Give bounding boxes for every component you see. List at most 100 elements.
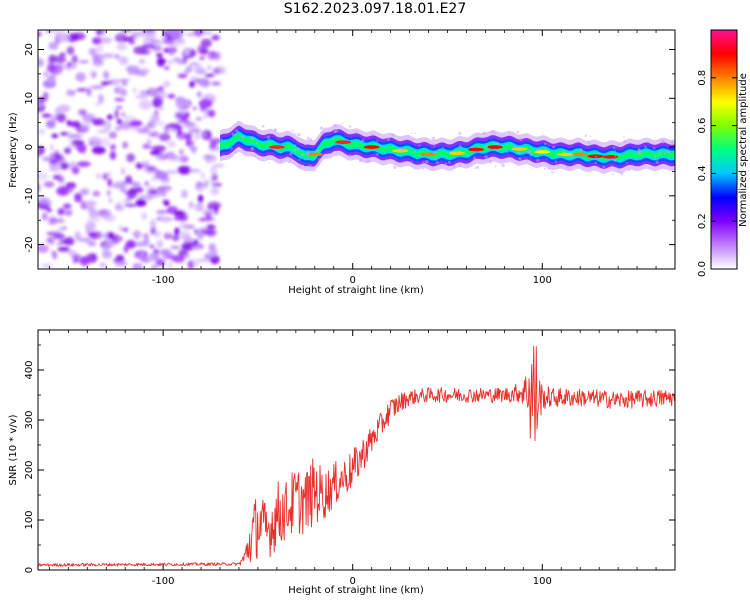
- spectrogram-noise-cell: [207, 50, 218, 61]
- spectrogram-noise-cell: [76, 88, 89, 92]
- spectrogram-noise-cell: [211, 182, 223, 187]
- spectrogram-speckle: [378, 133, 381, 136]
- spectrogram-speckle: [268, 162, 270, 164]
- spectrogram-noise-cell: [124, 203, 137, 207]
- spectrogram-noise-cell: [52, 251, 57, 260]
- colorbar-tick-label: 0.0: [697, 261, 708, 277]
- spectrogram-noise-cell: [61, 226, 67, 230]
- spectrogram-noise-cell: [167, 93, 176, 99]
- spectrogram-noise-cell: [167, 261, 173, 269]
- spectrogram-noise-cell: [209, 165, 218, 175]
- spectrogram-speckle: [256, 130, 259, 133]
- spectrogram-noise-cell: [114, 109, 119, 119]
- spectrogram-noise-cell: [163, 232, 173, 240]
- spectrogram-noise-cell: [92, 37, 102, 45]
- spectrogram-speckle: [623, 140, 627, 144]
- spectrogram-noise-cell: [162, 40, 174, 45]
- spectrogram-noise-cell: [163, 80, 171, 88]
- spectrogram-noise-cell: [166, 123, 181, 129]
- spectrogram-speckle: [644, 148, 647, 151]
- spectrogram-speckle: [589, 135, 592, 138]
- spectrogram-noise-cell: [102, 70, 110, 80]
- spectrogram-noise-cell: [177, 73, 188, 79]
- spectrogram-speckle: [434, 158, 438, 161]
- spectrogram-noise-cell: [194, 203, 205, 212]
- spectrogram-noise-cell: [64, 147, 72, 154]
- spectrogram-speckle: [422, 161, 425, 164]
- spectrogram-speckle: [653, 147, 656, 150]
- spectrogram-noise-cell: [196, 230, 204, 240]
- spectrogram-noise-cell: [147, 123, 152, 128]
- spectrogram-noise-cell: [45, 119, 56, 129]
- spectrogram-noise-cell: [67, 249, 77, 256]
- spectrogram-noise-cell: [109, 144, 116, 151]
- spectrogram-ridge-peak: [557, 152, 573, 157]
- spectrogram-noise-cell: [69, 121, 82, 128]
- spectrogram-noise-cell: [211, 81, 221, 86]
- spectrogram-noise-cell: [165, 169, 179, 175]
- spectrogram-noise-cell: [57, 227, 63, 232]
- spectrogram-speckle: [234, 133, 237, 136]
- spectrogram-speckle: [616, 143, 621, 147]
- spectrogram-speckle: [431, 136, 436, 141]
- spectrogram-noise-cell: [107, 114, 113, 121]
- spectrogram-ridge-peak: [467, 147, 484, 152]
- spectrogram-ridge-peak: [420, 152, 437, 157]
- spectrogram-noise-cell: [148, 189, 158, 195]
- spectrogram-noise-cell: [89, 70, 97, 79]
- spectrogram-speckle: [531, 167, 533, 169]
- spectrogram-noise-cell: [212, 173, 218, 182]
- spectrogram-noise-cell: [57, 241, 62, 246]
- spectrogram-speckle: [519, 137, 523, 141]
- spectrogram-noise-cell: [108, 198, 113, 203]
- spectrogram-noise-cell: [122, 141, 129, 149]
- spectrogram-noise-cell: [146, 87, 160, 97]
- spectrogram-noise-cell: [131, 230, 142, 237]
- spectrogram-speckle: [418, 144, 421, 147]
- spectrogram-noise-cell: [91, 253, 97, 261]
- spectrogram-noise-cell: [48, 41, 59, 50]
- spectrogram-speckle: [452, 165, 456, 168]
- spectrogram-speckle: [660, 139, 665, 144]
- spectrogram-y-tick-label: -10: [24, 188, 35, 204]
- spectrogram-noise-cell: [132, 87, 137, 94]
- spectrogram-speckle: [238, 139, 241, 142]
- spectrogram-speckle: [348, 125, 352, 128]
- spectrogram-noise-cell: [86, 88, 92, 97]
- spectrogram-noise-cell: [179, 149, 184, 155]
- spectrogram-noise-cell: [47, 74, 56, 84]
- spectrogram-noise-cell: [38, 145, 45, 155]
- spectrogram-noise-cell: [204, 179, 209, 189]
- spectrogram-y-axis: -20 -10 0 10 20: [24, 43, 675, 270]
- spectrogram-noise-cell: [138, 100, 153, 110]
- spectrogram-noise-cell: [206, 224, 216, 230]
- spectrogram-noise-cell: [183, 134, 193, 140]
- spectrogram-noise-cell: [137, 194, 151, 200]
- spectrogram-noise-cell: [150, 113, 160, 122]
- spectrogram-noise-cell: [177, 103, 190, 113]
- spectrogram-noise-cell: [205, 229, 216, 236]
- spectrogram-noise-cell: [119, 88, 127, 97]
- spectrogram-ridge-peak: [363, 145, 380, 149]
- spectrogram-speckle: [320, 131, 324, 135]
- spectrogram-speckle: [289, 159, 292, 162]
- spectrogram-speckle: [518, 157, 522, 161]
- spectrogram-speckle: [444, 162, 448, 166]
- spectrogram-noise-cell: [179, 230, 190, 239]
- spectrogram-speckle: [280, 156, 283, 159]
- spectrogram-speckle: [413, 150, 416, 153]
- spectrogram-noise-cell: [100, 53, 115, 59]
- spectrogram-noise-cell: [49, 144, 54, 152]
- spectrogram-noise-cell: [188, 169, 201, 173]
- spectrogram-noise-cell: [109, 235, 123, 242]
- spectrogram-noise-cell: [120, 112, 126, 117]
- spectrogram-speckle: [411, 138, 414, 141]
- spectrogram-speckle: [291, 129, 294, 132]
- spectrogram-noise-cell: [185, 32, 196, 37]
- spectrogram-noise-cell: [38, 244, 49, 253]
- spectrogram-noise-cell: [118, 56, 129, 65]
- spectrogram-speckle: [375, 152, 379, 156]
- spectrogram-noise-cell: [213, 205, 219, 215]
- spectrogram-noise-cell: [50, 64, 63, 75]
- spectrogram-speckle: [488, 160, 493, 164]
